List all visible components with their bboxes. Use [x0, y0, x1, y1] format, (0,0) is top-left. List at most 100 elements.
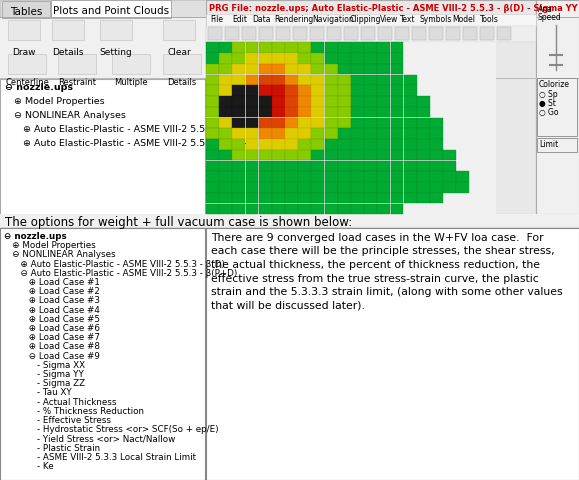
- Bar: [298, 193, 311, 203]
- Bar: [232, 160, 245, 171]
- Bar: [298, 85, 311, 96]
- Bar: [312, 64, 324, 74]
- Bar: [58, 54, 96, 74]
- Bar: [325, 107, 338, 117]
- Bar: [219, 85, 232, 96]
- Bar: [378, 118, 390, 128]
- Bar: [259, 182, 272, 192]
- Bar: [456, 171, 470, 182]
- Text: ⊖ Auto Elastic-Plastic - ASME VIII-2 5.5.3 - β(P+D): ⊖ Auto Elastic-Plastic - ASME VIII-2 5.5…: [4, 269, 237, 278]
- Text: There are 9 converged load cases in the W+FV loa case.  For: There are 9 converged load cases in the …: [211, 233, 544, 243]
- Bar: [312, 53, 324, 63]
- Bar: [206, 171, 219, 182]
- Bar: [325, 74, 338, 85]
- Text: PRG File: nozzle.ups; Auto Elastic-Plastic - ASME VIII-2 5.5.3 - β(D) - Sigma YY: PRG File: nozzle.ups; Auto Elastic-Plast…: [209, 4, 578, 13]
- Bar: [272, 107, 285, 117]
- Bar: [391, 42, 404, 53]
- Bar: [272, 53, 285, 63]
- Bar: [391, 107, 404, 117]
- Bar: [429, 27, 443, 40]
- Bar: [285, 107, 298, 117]
- Bar: [391, 160, 404, 171]
- Bar: [338, 150, 351, 160]
- Bar: [325, 96, 338, 107]
- Bar: [285, 193, 298, 203]
- Bar: [312, 128, 324, 139]
- Bar: [285, 74, 298, 85]
- Bar: [298, 96, 311, 107]
- Bar: [0, 228, 205, 480]
- Bar: [245, 204, 258, 214]
- Bar: [325, 85, 338, 96]
- Bar: [325, 139, 338, 149]
- Bar: [259, 118, 272, 128]
- Bar: [312, 193, 324, 203]
- Bar: [378, 193, 390, 203]
- Bar: [0, 78, 579, 79]
- Bar: [293, 27, 307, 40]
- Bar: [338, 139, 351, 149]
- Bar: [351, 128, 364, 139]
- Text: ⊖ NONLINEAR Analyses: ⊖ NONLINEAR Analyses: [4, 251, 116, 259]
- Bar: [259, 27, 273, 40]
- Bar: [463, 27, 477, 40]
- Bar: [245, 171, 258, 182]
- Bar: [351, 160, 364, 171]
- Bar: [364, 53, 377, 63]
- Bar: [219, 160, 232, 171]
- Text: - Yield Stress <or> Nact/Nallow: - Yield Stress <or> Nact/Nallow: [4, 434, 175, 444]
- Bar: [298, 171, 311, 182]
- Bar: [259, 193, 272, 203]
- Bar: [285, 182, 298, 192]
- Text: - Hydrostatic Stress <or> SCF(So + ep/E): - Hydrostatic Stress <or> SCF(So + ep/E): [4, 425, 219, 434]
- Bar: [310, 27, 324, 40]
- Bar: [206, 42, 219, 53]
- Bar: [325, 118, 338, 128]
- Bar: [206, 118, 219, 128]
- Bar: [206, 193, 219, 203]
- Bar: [0, 0, 579, 215]
- Bar: [391, 193, 404, 203]
- Bar: [404, 74, 417, 85]
- Bar: [395, 27, 409, 40]
- Bar: [112, 54, 150, 74]
- Bar: [338, 85, 351, 96]
- Bar: [351, 171, 364, 182]
- Bar: [312, 42, 324, 53]
- Text: Details: Details: [52, 48, 84, 57]
- Bar: [338, 171, 351, 182]
- Bar: [391, 64, 404, 74]
- Bar: [391, 96, 404, 107]
- Bar: [391, 53, 404, 63]
- Text: effective stress from the true stress-strain curve, the plastic: effective stress from the true stress-st…: [211, 274, 538, 284]
- Text: ⊖ nozzle.ups: ⊖ nozzle.ups: [4, 232, 67, 241]
- Bar: [351, 118, 364, 128]
- Bar: [417, 107, 430, 117]
- Text: Edit: Edit: [232, 15, 247, 24]
- Bar: [391, 150, 404, 160]
- Bar: [285, 160, 298, 171]
- Text: File: File: [210, 15, 223, 24]
- Bar: [208, 27, 222, 40]
- Bar: [417, 139, 430, 149]
- Bar: [351, 96, 364, 107]
- Bar: [206, 85, 219, 96]
- Bar: [219, 128, 232, 139]
- Bar: [404, 193, 417, 203]
- Bar: [272, 139, 285, 149]
- Bar: [404, 171, 417, 182]
- Bar: [404, 118, 417, 128]
- Bar: [206, 204, 219, 214]
- Bar: [417, 160, 430, 171]
- Bar: [206, 128, 219, 139]
- Bar: [298, 150, 311, 160]
- Bar: [351, 74, 364, 85]
- Text: strain and the 5.3.3.3 strain limit, (along with some other values: strain and the 5.3.3.3 strain limit, (al…: [211, 287, 563, 297]
- Bar: [206, 228, 579, 480]
- Bar: [338, 107, 351, 117]
- Text: ⊕ Auto Elastic-Plastic - ASME VIII-2 5.5.3 - β(D): ⊕ Auto Elastic-Plastic - ASME VIII-2 5.5…: [4, 260, 225, 269]
- Bar: [206, 107, 219, 117]
- Bar: [219, 118, 232, 128]
- Bar: [206, 0, 536, 214]
- Bar: [219, 96, 232, 107]
